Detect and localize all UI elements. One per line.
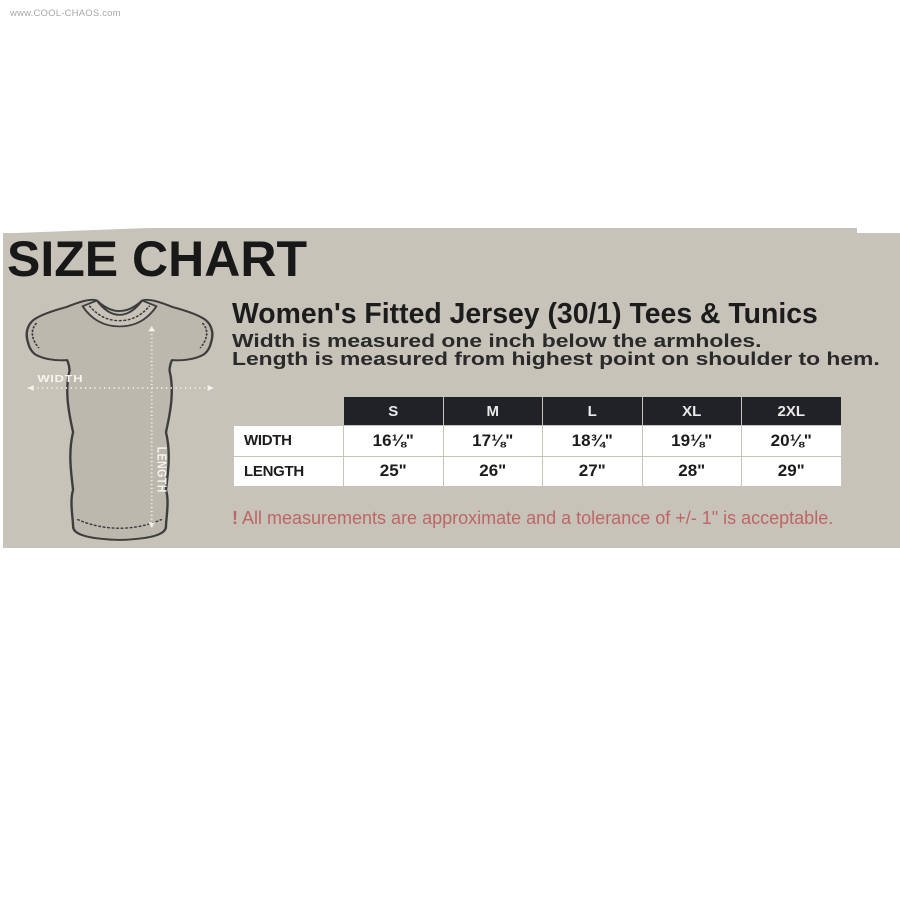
svg-text:WIDTH: WIDTH xyxy=(37,372,83,384)
svg-text:LENGTH: LENGTH xyxy=(154,447,169,493)
